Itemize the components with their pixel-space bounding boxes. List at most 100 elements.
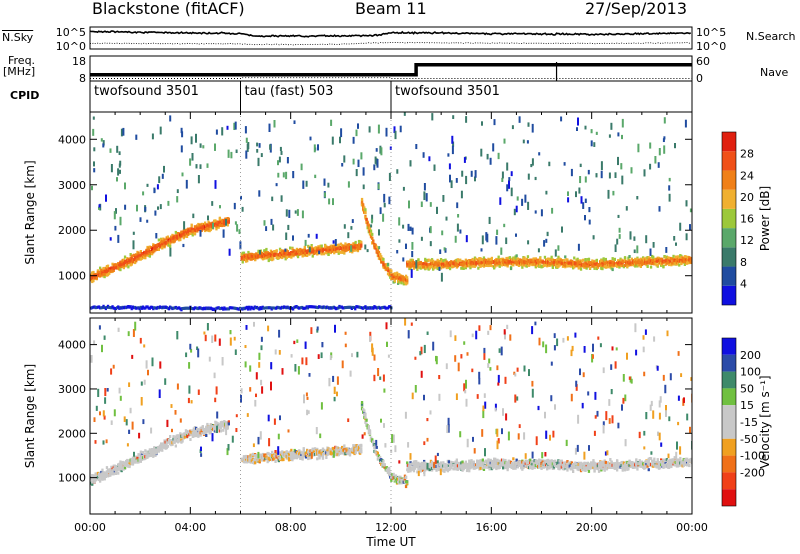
power-cell (111, 269, 114, 273)
velocity-cell (90, 477, 93, 481)
velocity-cell (368, 432, 372, 436)
nsearch-line (89, 41, 691, 46)
scatter-point (360, 152, 363, 160)
power-cell (362, 207, 365, 211)
velocity-cell (189, 438, 192, 441)
velocity-cell (441, 468, 444, 472)
power-cell (488, 263, 491, 267)
velocity-cell (295, 456, 299, 460)
scatter-point (292, 171, 295, 179)
power-cell (303, 306, 306, 310)
power-cell (137, 251, 140, 255)
power-cell (375, 245, 378, 249)
scatter-point (245, 137, 248, 143)
scatter-point (236, 224, 239, 232)
power-cell (683, 263, 686, 266)
velocity-cell (304, 455, 308, 459)
power-cell (112, 269, 115, 272)
scatter-point (643, 169, 646, 177)
power-cell (390, 274, 393, 277)
velocity-cell (274, 460, 277, 463)
scatter-point (448, 163, 451, 170)
scatter-point (308, 246, 311, 253)
power-cell (213, 219, 216, 223)
scatter-point (674, 143, 676, 149)
power-cell (248, 305, 251, 309)
velocity-cell (119, 466, 122, 470)
scatter-point (330, 119, 333, 126)
power-cell (406, 276, 409, 280)
power-cell (139, 250, 142, 253)
scatter-point (534, 176, 537, 181)
freq-tick-label-right: 60 (696, 55, 710, 68)
velocity-cell (348, 453, 352, 457)
power-cell (406, 281, 409, 285)
scatter-point (91, 185, 93, 191)
power-cell (547, 263, 550, 267)
power-cell (138, 256, 141, 260)
scatter-point (654, 156, 657, 164)
power-cell (409, 261, 412, 265)
power-cell (223, 223, 226, 227)
power-cell (579, 267, 583, 271)
velocity-cell (292, 451, 295, 455)
velocity-cell (257, 458, 260, 462)
scatter-point (115, 208, 117, 214)
velocity-cell (166, 444, 170, 448)
velocity-cell (154, 446, 157, 450)
velocity-cell (122, 467, 125, 471)
velocity-cell (149, 451, 153, 455)
power-cell (584, 258, 587, 262)
power-cell (284, 305, 287, 309)
scatter-point (652, 242, 655, 248)
scatter-point (376, 158, 379, 168)
power-cell (605, 260, 609, 264)
scatter-point (328, 198, 331, 205)
power-cell (482, 256, 486, 260)
velocity-cell (254, 457, 257, 461)
power-cell (528, 263, 531, 267)
scatter-point (407, 223, 410, 231)
power-cell (261, 255, 265, 259)
power-cell (285, 256, 288, 260)
scatter-point (286, 157, 289, 164)
power-cell (675, 259, 679, 263)
power-cell (469, 266, 472, 270)
power-cell (178, 238, 181, 242)
scatter-point (503, 138, 506, 144)
power-cell (416, 267, 419, 271)
velocity-cell (442, 461, 445, 465)
velocity-cell (172, 435, 175, 439)
velocity-cell (97, 478, 101, 482)
power-cell (347, 243, 350, 247)
velocity-cell (360, 447, 363, 451)
power-cell (336, 247, 339, 250)
velocity-cell (190, 429, 193, 433)
scatter-point (425, 193, 428, 202)
scatter-point (617, 132, 620, 137)
power-cell (526, 255, 530, 259)
velocity-cell (420, 465, 423, 469)
velocity-cell (258, 459, 261, 463)
scatter-point (620, 163, 623, 170)
velocity-cell (299, 457, 302, 460)
scatter-point (557, 245, 560, 251)
power-cell (134, 261, 137, 265)
scatter-point (505, 237, 508, 245)
scatter-point (146, 219, 149, 223)
velocity-cell (104, 475, 107, 478)
velocity-cell (285, 452, 288, 456)
power-cell (111, 305, 114, 309)
velocity-cell (316, 457, 319, 461)
power-cell (627, 256, 630, 260)
scatter-point (287, 224, 290, 231)
scatter-point (102, 140, 105, 146)
scatter-point (190, 136, 193, 145)
scatter-point (124, 182, 126, 190)
power-cell (281, 250, 284, 254)
power-cell (377, 253, 381, 257)
power-cell (507, 256, 510, 260)
velocity-cell (406, 480, 409, 484)
power-cell (228, 306, 232, 310)
scatter-point (595, 131, 598, 135)
